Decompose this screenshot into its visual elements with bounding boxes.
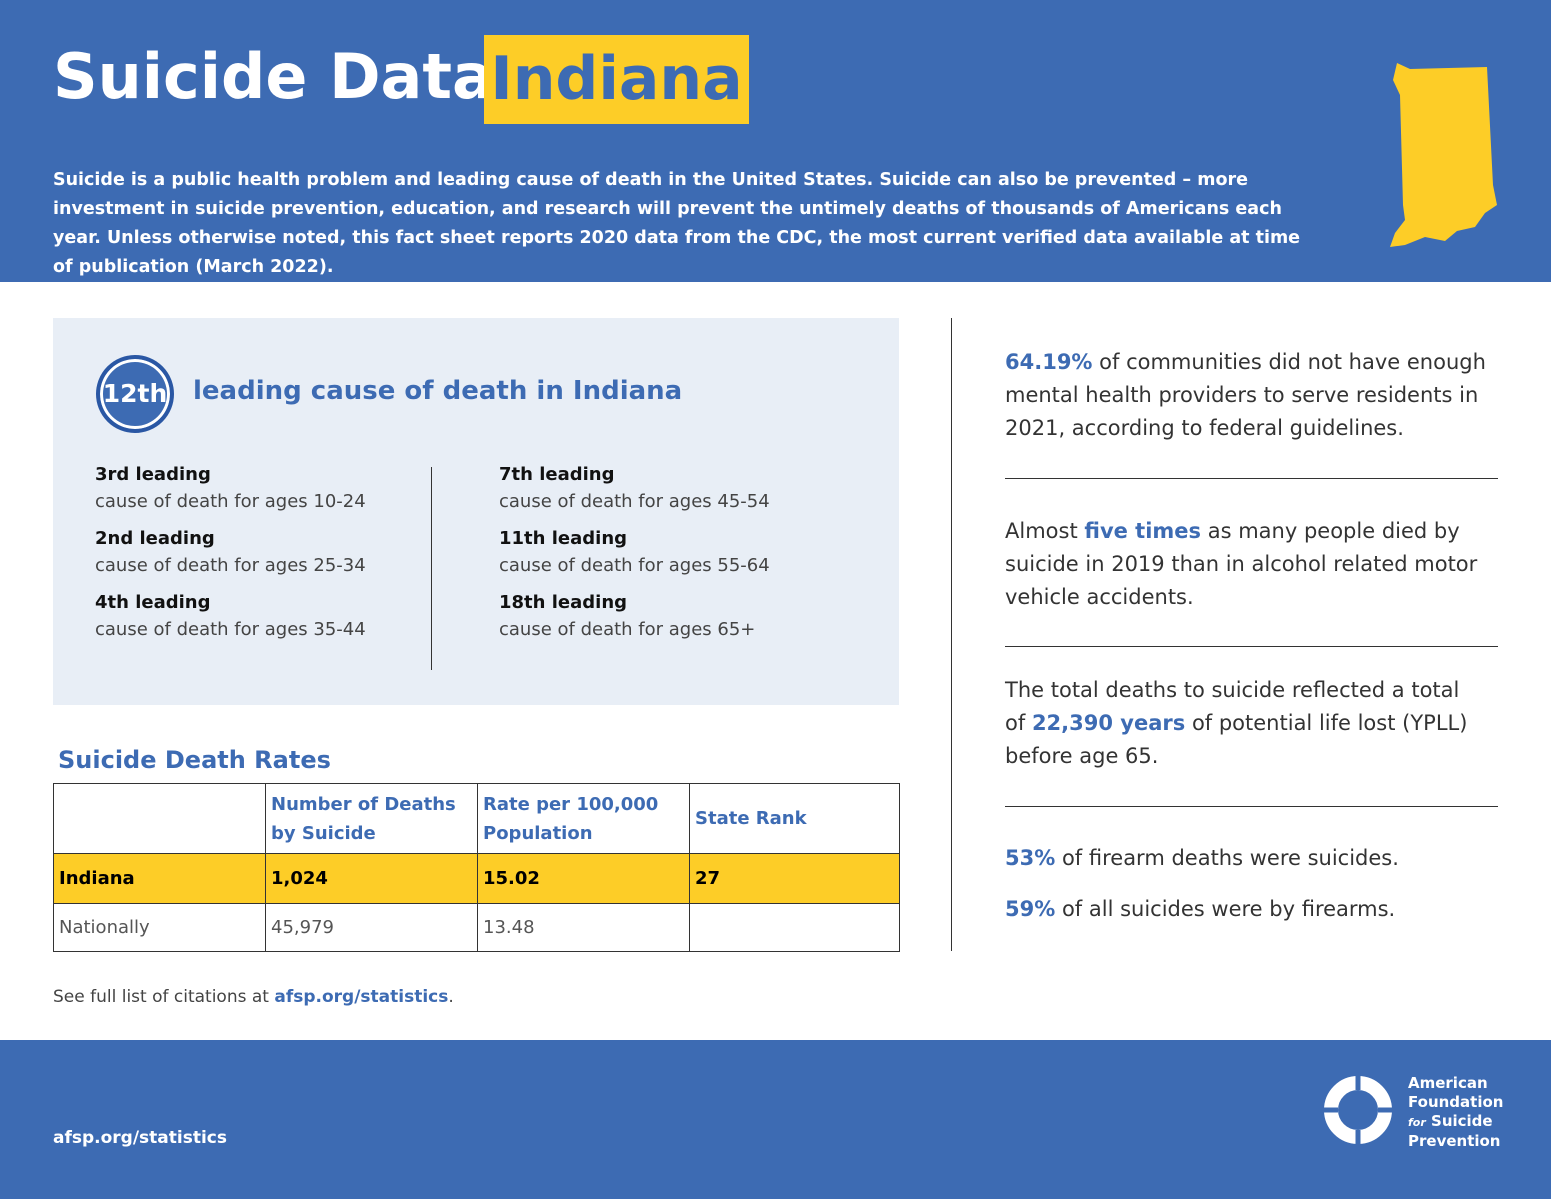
intro: Suicide is a public health problem and l… <box>53 170 1301 277</box>
leading-rank: 11th leading <box>499 528 628 549</box>
fact-text: The total deaths to suicide reflected a … <box>1005 678 1460 735</box>
cell: 45,979 <box>265 903 478 952</box>
logo-line: American <box>1408 1074 1488 1092</box>
leading-col: 3rd leading cause of death for ages 10-24… <box>95 464 366 656</box>
column-header: State Rank <box>689 783 900 854</box>
leading-text: cause of death for ages 55-64 <box>499 555 770 576</box>
divider <box>951 318 952 951</box>
citation-text: See full list of citations at <box>53 987 269 1007</box>
fact: Almost five times as many people died by… <box>1005 515 1500 614</box>
leading-col: 7th leading cause of death for ages 45-54… <box>499 464 770 656</box>
cell: 1,024 <box>265 853 478 904</box>
citation-link[interactable]: afsp.org/statistics <box>274 987 449 1007</box>
fact: 53% of firearm deaths were suicides. <box>1005 842 1500 875</box>
fact: 59% of all suicides were by firearms. <box>1005 893 1500 926</box>
fact-highlight: 53% <box>1005 846 1056 870</box>
fact-text: of potential life lost (YPLL) before age… <box>1005 711 1468 768</box>
leading-rank: 18th leading <box>499 592 628 613</box>
logo-icon <box>1324 1076 1392 1144</box>
citation: See full list of citations at afsp.org/s… <box>53 987 454 1007</box>
cell <box>53 783 266 854</box>
fact-highlight: 22,390 years <box>1031 711 1186 735</box>
header-row: Number of Deaths by Suicide Rate per 100… <box>53 783 900 854</box>
footer: afsp.org/statistics American Foundation … <box>0 1040 1551 1199</box>
leading-rank: 2nd leading <box>95 528 215 549</box>
footer-url[interactable]: afsp.org/statistics <box>53 1128 227 1148</box>
table-title: Suicide Death Rates <box>58 746 331 774</box>
leading-text: cause of death for ages 35-44 <box>95 619 366 640</box>
logo-word: Suicide <box>1431 1112 1493 1130</box>
rank-label: leading cause of death in Indiana <box>193 376 683 406</box>
column-header: Rate per 100,000 Population <box>477 783 690 854</box>
divider <box>431 467 432 670</box>
fact-highlight: 59% <box>1005 897 1056 921</box>
logo-for: for <box>1408 1116 1426 1129</box>
state-name: Indiana <box>484 35 749 124</box>
leading-rank: 4th leading <box>95 592 211 613</box>
logo-line: Foundation <box>1408 1093 1504 1111</box>
state-map <box>1390 63 1497 247</box>
fact-text: of all suicides were by firearms. <box>1061 897 1396 921</box>
leading-text: cause of death for ages 10-24 <box>95 491 366 512</box>
cell: 15.02 <box>477 853 690 904</box>
rank-badge: 12th <box>96 355 174 433</box>
fact: 64.19% of communities did not have enoug… <box>1005 346 1500 445</box>
leading-rank: 7th leading <box>499 464 615 485</box>
cell: Indiana <box>53 853 266 904</box>
leading-text: cause of death for ages 45-54 <box>499 491 770 512</box>
leading-rank: 3rd leading <box>95 464 211 485</box>
fact-text: of communities did not have enough menta… <box>1005 350 1486 440</box>
fact-highlight: 64.19% <box>1005 350 1093 374</box>
rates-table: Number of Deaths by Suicide Rate per 100… <box>53 783 900 952</box>
fact: The total deaths to suicide reflected a … <box>1005 674 1475 773</box>
divider <box>1005 478 1498 479</box>
citation-end: . <box>448 987 454 1007</box>
divider <box>1005 806 1498 807</box>
row: Nationally 45,979 13.48 <box>53 903 900 952</box>
cell <box>689 903 900 952</box>
fact-text: of firearm deaths were suicides. <box>1061 846 1399 870</box>
header: Suicide Data: Indiana Suicide is a publi… <box>0 0 1551 282</box>
row: Indiana 1,024 15.02 27 <box>53 853 900 904</box>
divider <box>1005 646 1498 647</box>
logo-line: Prevention <box>1408 1132 1501 1150</box>
cell: 13.48 <box>477 903 690 952</box>
fact-highlight: five times <box>1084 519 1202 543</box>
logo-line: for Suicide <box>1408 1112 1503 1132</box>
title: Suicide Data: <box>53 40 519 113</box>
leading-box: 12th leading cause of death in Indiana 3… <box>53 318 899 705</box>
fact-text: Almost <box>1005 519 1078 543</box>
fact-text: as many people died by suicide in 2019 t… <box>1005 519 1478 609</box>
logo-text: American Foundation for Suicide Preventi… <box>1408 1074 1503 1151</box>
leading-text: cause of death for ages 65+ <box>499 619 756 640</box>
cell: 27 <box>689 853 900 904</box>
leading-text: cause of death for ages 25-34 <box>95 555 366 576</box>
cell: Nationally <box>53 903 266 952</box>
column-header: Number of Deaths by Suicide <box>265 783 478 854</box>
